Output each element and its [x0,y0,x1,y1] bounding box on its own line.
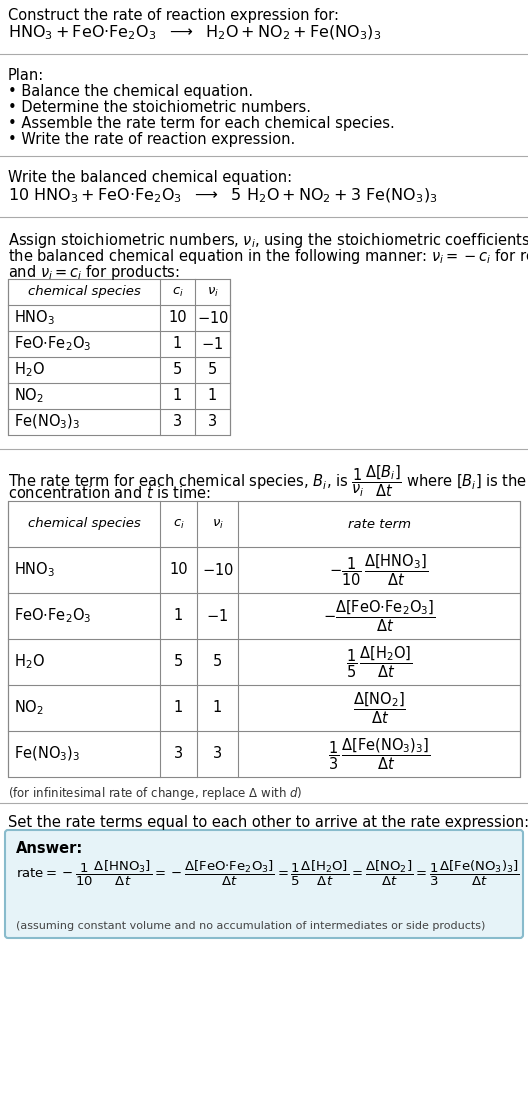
Text: 10: 10 [169,562,188,578]
FancyBboxPatch shape [5,830,523,938]
Text: Plan:: Plan: [8,68,44,83]
Text: 1: 1 [173,388,182,404]
Text: Write the balanced chemical equation:: Write the balanced chemical equation: [8,170,292,185]
Text: chemical species: chemical species [27,286,140,299]
Text: $\mathrm{FeO{\cdot}Fe_2O_3}$: $\mathrm{FeO{\cdot}Fe_2O_3}$ [14,607,91,626]
Text: 3: 3 [208,415,217,430]
Text: $\mathrm{NO_2}$: $\mathrm{NO_2}$ [14,699,44,718]
Text: • Balance the chemical equation.: • Balance the chemical equation. [8,84,253,98]
Bar [8,501,520,777]
Bar [8,279,230,435]
Text: rate term: rate term [347,517,410,531]
Text: $-10$: $-10$ [202,562,233,578]
Text: $\nu_i$: $\nu_i$ [212,517,223,531]
Text: Answer:: Answer: [16,841,83,856]
Text: $\mathrm{HNO_3 + FeO{\cdot}Fe_2O_3}$  $\longrightarrow$  $\mathrm{H_2O + NO_2 + : $\mathrm{HNO_3 + FeO{\cdot}Fe_2O_3}$ $\l… [8,24,381,43]
Text: $\mathrm{NO_2}$: $\mathrm{NO_2}$ [14,386,44,406]
Text: Set the rate terms equal to each other to arrive at the rate expression:: Set the rate terms equal to each other t… [8,815,528,830]
Text: $\mathrm{10\ HNO_3 + FeO{\cdot}Fe_2O_3}$  $\longrightarrow$  $\mathrm{5\ H_2O + : $\mathrm{10\ HNO_3 + FeO{\cdot}Fe_2O_3}$… [8,187,438,206]
Text: $-1$: $-1$ [202,336,223,352]
Text: and $\nu_i = c_i$ for products:: and $\nu_i = c_i$ for products: [8,263,180,282]
Text: $\mathrm{Fe(NO_3)_3}$: $\mathrm{Fe(NO_3)_3}$ [14,745,80,764]
Text: $\mathrm{H_2O}$: $\mathrm{H_2O}$ [14,361,45,380]
Text: • Write the rate of reaction expression.: • Write the rate of reaction expression. [8,132,295,147]
Text: $-1$: $-1$ [206,608,229,624]
Text: 5: 5 [208,362,217,377]
Text: 5: 5 [173,362,182,377]
Text: 1: 1 [174,700,183,715]
Text: concentration and $t$ is time:: concentration and $t$ is time: [8,485,211,501]
Text: $\mathrm{Fe(NO_3)_3}$: $\mathrm{Fe(NO_3)_3}$ [14,412,80,431]
Text: the balanced chemical equation in the following manner: $\nu_i = -c_i$ for react: the balanced chemical equation in the fo… [8,247,528,266]
Text: 10: 10 [168,311,187,326]
Text: $\mathrm{FeO{\cdot}Fe_2O_3}$: $\mathrm{FeO{\cdot}Fe_2O_3}$ [14,335,91,353]
Text: chemical species: chemical species [27,517,140,531]
Text: 3: 3 [173,415,182,430]
Text: $c_i$: $c_i$ [172,286,183,299]
Text: $\dfrac{\Delta[\mathrm{NO_2}]}{\Delta t}$: $\dfrac{\Delta[\mathrm{NO_2}]}{\Delta t}… [353,690,406,725]
Text: $-\dfrac{\Delta[\mathrm{FeO{\cdot}Fe_2O_3}]}{\Delta t}$: $-\dfrac{\Delta[\mathrm{FeO{\cdot}Fe_2O_… [323,598,435,633]
Text: 5: 5 [213,654,222,670]
Text: $-10$: $-10$ [196,310,229,326]
Text: $\mathrm{HNO_3}$: $\mathrm{HNO_3}$ [14,560,55,580]
Text: • Determine the stoichiometric numbers.: • Determine the stoichiometric numbers. [8,100,311,115]
Text: 3: 3 [174,746,183,761]
Text: 1: 1 [174,608,183,624]
Text: 1: 1 [173,337,182,351]
Text: 1: 1 [208,388,217,404]
Text: $-\dfrac{1}{10}\,\dfrac{\Delta[\mathrm{HNO_3}]}{\Delta t}$: $-\dfrac{1}{10}\,\dfrac{\Delta[\mathrm{H… [329,552,429,587]
Text: $\dfrac{1}{3}\,\dfrac{\Delta[\mathrm{Fe(NO_3)_3}]}{\Delta t}$: $\dfrac{1}{3}\,\dfrac{\Delta[\mathrm{Fe(… [328,736,430,771]
Text: The rate term for each chemical species, $B_i$, is $\dfrac{1}{\nu_i}\dfrac{\Delt: The rate term for each chemical species,… [8,463,528,499]
Text: $\nu_i$: $\nu_i$ [206,286,219,299]
Text: Construct the rate of reaction expression for:: Construct the rate of reaction expressio… [8,8,339,23]
Text: 5: 5 [174,654,183,670]
Text: $\mathrm{HNO_3}$: $\mathrm{HNO_3}$ [14,309,55,327]
Text: (assuming constant volume and no accumulation of intermediates or side products): (assuming constant volume and no accumul… [16,921,485,931]
Text: (for infinitesimal rate of change, replace Δ with $d$): (for infinitesimal rate of change, repla… [8,785,303,802]
Text: $\mathrm{H_2O}$: $\mathrm{H_2O}$ [14,653,45,672]
Text: 3: 3 [213,746,222,761]
Text: $\mathrm{rate} = -\dfrac{1}{10}\dfrac{\Delta[\mathrm{HNO_3}]}{\Delta t} = -\dfra: $\mathrm{rate} = -\dfrac{1}{10}\dfrac{\D… [16,859,520,888]
Text: • Assemble the rate term for each chemical species.: • Assemble the rate term for each chemic… [8,116,395,131]
Text: $\dfrac{1}{5}\,\dfrac{\Delta[\mathrm{H_2O}]}{\Delta t}$: $\dfrac{1}{5}\,\dfrac{\Delta[\mathrm{H_2… [346,644,412,679]
Text: $c_i$: $c_i$ [173,517,184,531]
Text: Assign stoichiometric numbers, $\nu_i$, using the stoichiometric coefficients, $: Assign stoichiometric numbers, $\nu_i$, … [8,231,528,251]
Text: 1: 1 [213,700,222,715]
